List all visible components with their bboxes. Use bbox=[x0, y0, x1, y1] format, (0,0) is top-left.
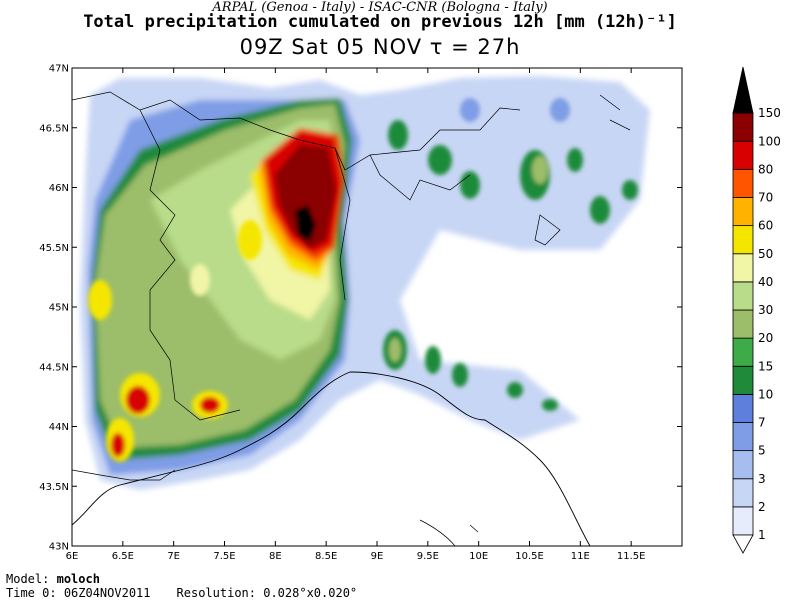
colorbar-label: 100 bbox=[758, 134, 781, 148]
colorbar-swatch bbox=[732, 506, 754, 536]
colorbar-label: 50 bbox=[758, 247, 773, 261]
colorbar-label: 5 bbox=[758, 444, 766, 458]
colorbar-label: 15 bbox=[758, 359, 773, 373]
colorbar: 1 2 3 5 7 10 15 20 30 40 50 60 70 80 100 150 bbox=[732, 66, 781, 554]
lon-tick-label: 7E bbox=[167, 551, 180, 562]
colorbar-label: 1 bbox=[758, 528, 766, 542]
axis-ticks: 6E 6.5E 7E 7.5E 8E 8.5E 9E 9.5E 10E 10.5E 11E 11.5E… bbox=[39, 64, 682, 562]
resolution-value: 0.028°x0.020° bbox=[263, 586, 358, 600]
lat-tick-label: 45.5N bbox=[39, 243, 69, 254]
colorbar-swatch bbox=[732, 225, 754, 255]
lon-tick-label: 11.5E bbox=[617, 551, 646, 562]
forecast-datetime: 09Z Sat 05 NOV τ = 27h bbox=[239, 35, 521, 59]
colorbar-swatch bbox=[732, 450, 754, 480]
lat-tick-label: 46.5N bbox=[39, 123, 69, 134]
model-line: Model: moloch bbox=[6, 572, 100, 586]
colorbar-label: 30 bbox=[758, 303, 773, 317]
colorbar-swatch bbox=[732, 393, 754, 423]
colorbar-swatch bbox=[732, 112, 754, 142]
colorbar-label: 2 bbox=[758, 500, 766, 514]
lat-tick-label: 44N bbox=[49, 422, 69, 433]
colorbar-swatch bbox=[732, 309, 754, 339]
colorbar-label: 80 bbox=[758, 162, 773, 176]
colorbar-swatch bbox=[732, 168, 754, 198]
precipitation-map: 6E 6.5E 7E 7.5E 8E 8.5E 9E 9.5E 10E 10.5E 11E 11.5E… bbox=[39, 64, 781, 563]
time0-value: 06Z04NOV2011 bbox=[63, 586, 151, 600]
colorbar-label: 150 bbox=[758, 106, 781, 120]
colorbar-label: 7 bbox=[758, 416, 766, 430]
colorbar-under-triangle bbox=[732, 534, 754, 554]
colorbar-label: 60 bbox=[758, 219, 773, 233]
lon-tick-label: 7.5E bbox=[213, 551, 235, 562]
colorbar-swatch bbox=[732, 478, 754, 508]
lon-tick-label: 8E bbox=[269, 551, 282, 562]
lat-tick-label: 47N bbox=[49, 64, 69, 75]
colorbar-swatch bbox=[732, 281, 754, 311]
map-subtitle: ARPAL (Genoa - Italy) - ISAC-CNR (Bologn… bbox=[212, 0, 548, 15]
lon-tick-label: 11E bbox=[571, 551, 590, 562]
precipitation-field bbox=[80, 76, 650, 490]
time-line: Time 0: 06Z04NOV2011 Resolution: 0.028°x0… bbox=[6, 586, 358, 600]
lat-tick-label: 45N bbox=[49, 303, 69, 314]
lat-tick-label: 43.5N bbox=[39, 482, 69, 493]
model-name: moloch bbox=[56, 572, 100, 586]
colorbar-swatch bbox=[732, 66, 754, 114]
colorbar-label: 3 bbox=[758, 472, 766, 486]
coastlines-and-borders bbox=[72, 91, 631, 546]
lon-tick-label: 6.5E bbox=[112, 551, 134, 562]
map-title: Total precipitation cumulated on previou… bbox=[83, 12, 677, 32]
colorbar-label: 70 bbox=[758, 191, 773, 205]
colorbar-swatch bbox=[732, 422, 754, 452]
colorbar-swatch bbox=[732, 253, 754, 283]
colorbar-label: 20 bbox=[758, 331, 773, 345]
lat-tick-label: 46N bbox=[49, 183, 69, 194]
colorbar-label: 10 bbox=[758, 387, 773, 401]
lat-tick-label: 43N bbox=[49, 542, 69, 553]
lon-tick-label: 9E bbox=[371, 551, 384, 562]
lon-tick-label: 9.5E bbox=[417, 551, 439, 562]
footer: Model: moloch Time 0: 06Z04NOV2011 Resolu… bbox=[6, 572, 357, 600]
colorbar-swatch bbox=[732, 140, 754, 170]
colorbar-swatch bbox=[732, 197, 754, 227]
lat-tick-label: 44.5N bbox=[39, 362, 69, 373]
colorbar-swatch bbox=[732, 365, 754, 395]
lon-tick-label: 6E bbox=[66, 551, 79, 562]
colorbar-label: 40 bbox=[758, 275, 773, 289]
lon-tick-label: 10.5E bbox=[515, 551, 544, 562]
lon-tick-label: 8.5E bbox=[315, 551, 337, 562]
colorbar-swatch bbox=[732, 337, 754, 367]
lon-tick-label: 10E bbox=[469, 551, 488, 562]
